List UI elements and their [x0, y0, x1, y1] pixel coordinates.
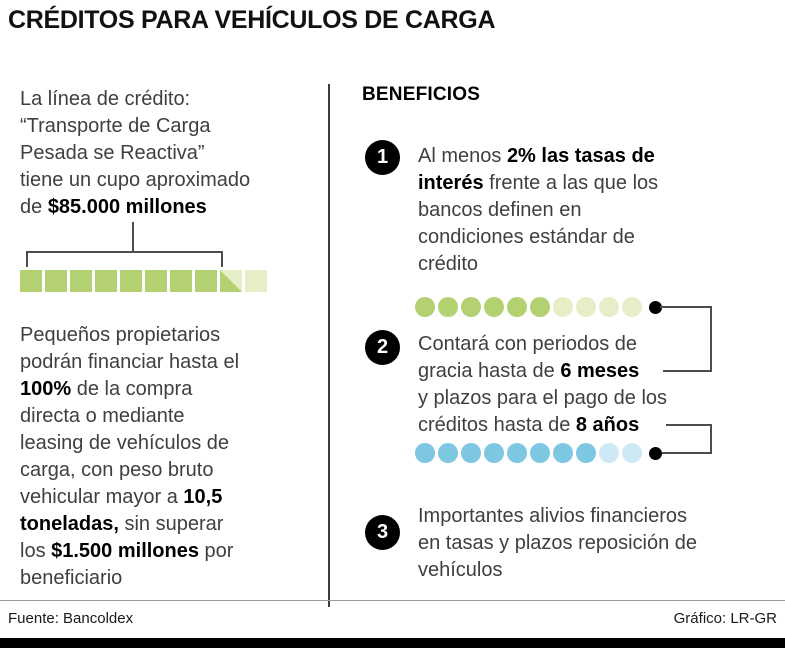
- benefit-1-number: 1: [376, 146, 389, 168]
- column-divider: [328, 84, 330, 607]
- filled-dot: [530, 443, 550, 463]
- text-segment: de la compra directa o mediante leasing …: [20, 378, 230, 508]
- filled-dot: [415, 443, 435, 463]
- filled-dot: [530, 297, 550, 317]
- filled-dot: [507, 443, 527, 463]
- emphasis-text: 2% las tasas de interés: [418, 145, 655, 194]
- filled-square: [120, 270, 142, 292]
- light-dot: [622, 443, 642, 463]
- connector-end-dot: [649, 300, 662, 314]
- empty-square: [245, 270, 267, 292]
- filled-dot: [461, 297, 481, 317]
- connector-line: [663, 370, 712, 372]
- footer-divider: [0, 600, 785, 601]
- light-dot: [599, 297, 619, 317]
- text-segment: Al menos: [418, 145, 507, 167]
- benefit-2-number: 2: [376, 336, 389, 358]
- grace-months-dots-pictogram: [415, 297, 662, 317]
- bracket-stem-line: [132, 222, 134, 252]
- emphasis-text: 8 años: [575, 414, 640, 436]
- connector-line: [710, 424, 712, 454]
- capacity-squares-pictogram: [20, 270, 267, 292]
- benefit-3-number: 3: [376, 521, 389, 543]
- benefits-header: BENEFICIOS: [362, 84, 481, 105]
- emphasis-text: 6 meses: [560, 360, 640, 382]
- bottom-bar: [0, 638, 785, 648]
- filled-square: [20, 270, 42, 292]
- half-square: [220, 270, 242, 292]
- emphasis-text: $1.500 millones: [51, 540, 199, 562]
- connector-line: [660, 306, 712, 308]
- filled-dot: [484, 443, 504, 463]
- connector-line: [710, 306, 712, 372]
- filled-dot: [484, 297, 504, 317]
- benefit-3-number-badge: 3: [365, 515, 400, 550]
- text-segment: Contará con periodos de gracia hasta de: [418, 333, 638, 382]
- filled-dot: [576, 443, 596, 463]
- filled-square: [145, 270, 167, 292]
- benefit-1-number-badge: 1: [365, 140, 400, 175]
- source-label: Fuente: Bancoldex: [8, 610, 134, 627]
- emphasis-text: 100%: [20, 378, 72, 400]
- text-segment: frente a las que los bancos definen en c…: [418, 172, 659, 275]
- credit-label: Gráfico: LR-GR: [673, 610, 777, 627]
- filled-dot: [415, 297, 435, 317]
- filled-square: [170, 270, 192, 292]
- filled-square: [45, 270, 67, 292]
- filled-dot: [461, 443, 481, 463]
- connector-end-dot: [649, 446, 662, 460]
- financing-detail-text: Pequeños propietarios podrán financiar h…: [20, 322, 239, 592]
- connector-line: [662, 452, 712, 454]
- text-segment: Pequeños propietarios podrán financiar h…: [20, 324, 240, 373]
- filled-square: [70, 270, 92, 292]
- payment-years-dots-pictogram: [415, 443, 662, 463]
- emphasis-text: 10,5 toneladas,: [20, 486, 223, 535]
- text-segment: Importantes alivios financieros en tasas…: [418, 505, 698, 581]
- filled-dot: [553, 443, 573, 463]
- text-segment: por beneficiario: [20, 540, 234, 589]
- filled-square: [195, 270, 217, 292]
- text-segment: La línea de crédito: “Transporte de Carg…: [20, 88, 251, 218]
- credit-line-text: La línea de crédito: “Transporte de Carg…: [20, 86, 250, 221]
- light-dot: [576, 297, 596, 317]
- bracket-connector: [26, 251, 223, 267]
- benefit-3-text: Importantes alivios financieros en tasas…: [418, 503, 697, 584]
- page-title: CRÉDITOS PARA VEHÍCULOS DE CARGA: [8, 6, 496, 34]
- benefit-2-number-badge: 2: [365, 330, 400, 365]
- text-segment: sin superar los: [20, 513, 224, 562]
- light-dot: [553, 297, 573, 317]
- filled-dot: [507, 297, 527, 317]
- filled-square: [95, 270, 117, 292]
- light-dot: [622, 297, 642, 317]
- emphasis-text: $85.000 millones: [47, 196, 207, 218]
- light-dot: [599, 443, 619, 463]
- benefit-1-text: Al menos 2% las tasas de interés frente …: [418, 143, 658, 278]
- filled-dot: [438, 297, 458, 317]
- filled-dot: [438, 443, 458, 463]
- connector-line: [666, 424, 712, 426]
- benefit-2-text: Contará con periodos de gracia hasta de …: [418, 331, 667, 439]
- text-segment: y plazos para el pago de los créditos ha…: [418, 387, 668, 436]
